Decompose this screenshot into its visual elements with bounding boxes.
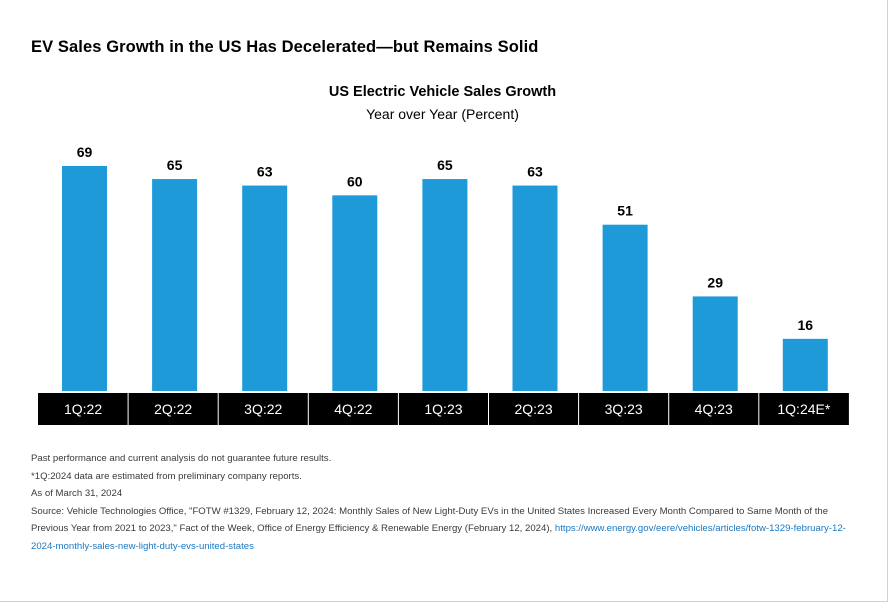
data-label: 16 [798, 317, 814, 333]
category-label: 4Q:22 [334, 401, 372, 417]
bar [782, 338, 828, 391]
category-label: 2Q:23 [514, 401, 552, 417]
data-label: 60 [347, 173, 363, 189]
category-label-strip [38, 393, 849, 425]
data-label: 63 [527, 164, 543, 180]
bar [602, 224, 648, 391]
footnotes: Past performance and current analysis do… [31, 450, 861, 555]
source-link[interactable]: https://www.energy.gov/eere/vehicles/art… [31, 523, 846, 552]
bar [332, 195, 378, 391]
bar [152, 179, 198, 391]
data-label: 65 [437, 157, 453, 173]
data-label: 29 [707, 274, 723, 290]
headline: EV Sales Growth in the US Has Decelerate… [31, 38, 539, 56]
category-label: 3Q:22 [244, 401, 282, 417]
estimate-note: *1Q:2024 data are estimated from prelimi… [31, 470, 302, 482]
data-label: 69 [77, 144, 93, 160]
category-label: 4Q:23 [695, 401, 733, 417]
chart-subtitle: Year over Year (Percent) [366, 106, 519, 122]
category-label: 3Q:23 [605, 401, 643, 417]
data-label: 51 [617, 203, 633, 219]
data-label: 65 [167, 157, 183, 173]
data-label: 63 [257, 164, 273, 180]
bar [512, 185, 558, 391]
bar [62, 166, 107, 391]
bar-chart: 69 1Q:22 65 2Q:22 63 3Q:22 60 4Q:22 65 1Q:23 63 2Q:… [38, 144, 849, 425]
category-label: 1Q:24E* [777, 401, 830, 417]
source-note: Source: Vehicle Technologies Office, "FO… [31, 503, 861, 556]
chart-title: US Electric Vehicle Sales Growth [328, 84, 557, 100]
as-of-note: As of March 31, 2024 [31, 488, 123, 499]
source-text: Source: Vehicle Technologies Office, "FO… [31, 505, 829, 535]
category-label: 1Q:22 [64, 401, 102, 417]
disclaimer-note: Past performance and current analysis do… [31, 453, 332, 464]
bar [422, 179, 468, 391]
bar [242, 185, 288, 391]
bar [692, 296, 738, 391]
category-label: 2Q:22 [154, 401, 192, 417]
category-label: 1Q:23 [424, 401, 462, 417]
